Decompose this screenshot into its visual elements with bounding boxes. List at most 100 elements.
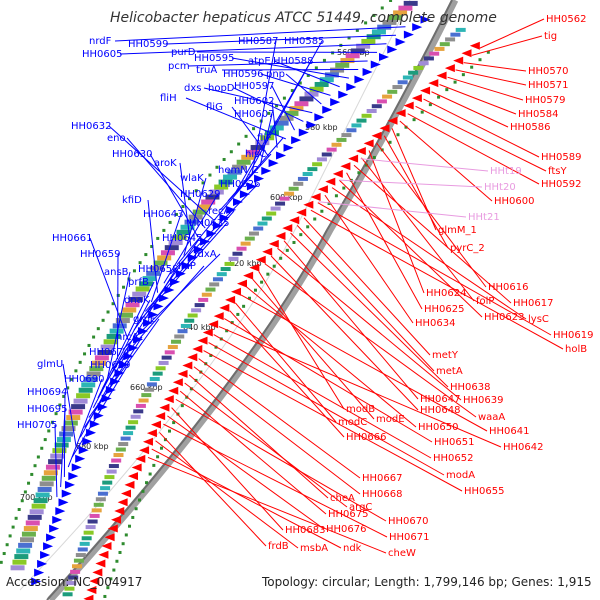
reverse-gene-label[interactable]: modA: [446, 470, 475, 481]
forward-gene-label[interactable]: HH0599: [128, 39, 169, 50]
forward-gene-label[interactable]: HH0588: [273, 56, 314, 67]
forward-gene-label[interactable]: hisC: [245, 149, 266, 160]
forward-gene-label[interactable]: nrdF: [89, 36, 112, 47]
forward-gene-label[interactable]: HH0694: [27, 387, 68, 398]
reverse-gene-label[interactable]: HH0667: [362, 473, 403, 484]
reverse-gene-label[interactable]: modE: [376, 414, 405, 425]
forward-gene-label[interactable]: HH0635: [189, 218, 230, 229]
reverse-gene-label[interactable]: HH0589: [541, 152, 582, 163]
forward-gene-label[interactable]: HH0605: [82, 49, 123, 60]
reverse-gene-label[interactable]: HH0579: [525, 95, 566, 106]
forward-gene-label[interactable]: HH0643: [143, 209, 184, 220]
reverse-gene-label[interactable]: HH0651: [434, 437, 475, 448]
forward-gene-label[interactable]: HH0645: [162, 233, 203, 244]
reverse-gene-label[interactable]: HH0624: [426, 288, 467, 299]
reverse-gene-label[interactable]: cheW: [388, 548, 416, 559]
rna-gene-label[interactable]: HHt19: [490, 166, 522, 177]
forward-gene-label[interactable]: ansB: [104, 267, 129, 278]
reverse-gene-label[interactable]: HH0625: [424, 304, 465, 315]
reverse-gene-label[interactable]: pyrC_2: [450, 243, 485, 254]
reverse-gene-label[interactable]: HH0639: [463, 395, 504, 406]
reverse-gene-label[interactable]: HH0652: [433, 453, 474, 464]
forward-gene-label[interactable]: HH0629: [180, 189, 221, 200]
forward-gene-label[interactable]: purD: [171, 47, 196, 58]
reverse-gene-label[interactable]: msbA: [300, 543, 328, 554]
reverse-gene-label[interactable]: folP: [476, 296, 494, 307]
reverse-gene-label[interactable]: HH0675: [328, 509, 369, 520]
forward-gene-label[interactable]: dxs: [184, 83, 201, 94]
reverse-gene-label[interactable]: waaA: [478, 412, 505, 423]
forward-gene-label[interactable]: aroK: [154, 158, 177, 169]
forward-gene-label[interactable]: HH0630: [112, 149, 153, 160]
reverse-gene-label[interactable]: HH0619: [553, 330, 594, 341]
forward-gene-label[interactable]: lldP: [178, 261, 196, 272]
forward-gene-label[interactable]: grpE: [133, 314, 156, 325]
reverse-gene-label[interactable]: HH0650: [418, 422, 459, 433]
forward-gene-label[interactable]: HH0659: [80, 249, 121, 260]
forward-gene-label[interactable]: HH0661: [52, 233, 93, 244]
forward-gene-label[interactable]: recA: [208, 206, 231, 217]
forward-gene-label[interactable]: fdxA: [194, 249, 217, 260]
reverse-gene-label[interactable]: ftsY: [548, 166, 567, 177]
forward-gene-label[interactable]: HH0632: [71, 121, 112, 132]
forward-gene-label[interactable]: HH0602: [234, 96, 275, 107]
reverse-gene-label[interactable]: cheA: [330, 493, 355, 504]
forward-gene-label[interactable]: truA: [196, 65, 217, 76]
reverse-gene-label[interactable]: HH0642: [503, 442, 544, 453]
forward-gene-label[interactable]: HH0585: [284, 36, 325, 47]
reverse-gene-label[interactable]: lysC: [528, 314, 549, 325]
rna-gene-label[interactable]: HHt21: [468, 212, 500, 223]
reverse-gene-label[interactable]: HH0617: [513, 298, 554, 309]
reverse-gene-label[interactable]: HH0655: [464, 486, 505, 497]
forward-gene-label[interactable]: fliF: [257, 133, 272, 144]
reverse-gene-label[interactable]: HH0641: [489, 426, 530, 437]
forward-gene-label[interactable]: dnaK: [124, 295, 150, 306]
reverse-gene-label[interactable]: frdB: [268, 541, 289, 552]
forward-gene-label[interactable]: HH0689: [90, 360, 131, 371]
reverse-gene-label[interactable]: HH0634: [415, 318, 456, 329]
reverse-gene-label[interactable]: HH0600: [494, 196, 535, 207]
forward-gene-label[interactable]: kfiD: [122, 195, 142, 206]
forward-gene-label[interactable]: fliH: [160, 93, 177, 104]
forward-gene-label[interactable]: HH0626: [220, 179, 261, 190]
forward-gene-label[interactable]: HH0705: [17, 420, 58, 431]
forward-gene-label[interactable]: HH0690: [64, 374, 105, 385]
reverse-gene-label[interactable]: holB: [565, 344, 587, 355]
reverse-gene-label[interactable]: HH0670: [388, 516, 429, 527]
reverse-gene-label[interactable]: metA: [436, 366, 463, 377]
reverse-gene-label[interactable]: tig: [544, 31, 557, 42]
forward-gene-label[interactable]: HH0695: [27, 404, 68, 415]
forward-gene-label[interactable]: glmU: [37, 359, 63, 370]
reverse-gene-label[interactable]: HH0647: [420, 394, 461, 405]
forward-gene-label[interactable]: pcm: [168, 61, 190, 72]
forward-gene-label[interactable]: HH0658: [138, 264, 179, 275]
forward-gene-label[interactable]: pnp: [266, 69, 285, 80]
reverse-gene-label[interactable]: HH0668: [362, 489, 403, 500]
forward-gene-label[interactable]: HH0596: [223, 69, 264, 80]
reverse-gene-label[interactable]: HH0676: [326, 524, 367, 535]
reverse-gene-label[interactable]: HH0592: [541, 179, 582, 190]
forward-gene-label[interactable]: hrcA: [116, 332, 139, 343]
forward-gene-label[interactable]: HH0597: [234, 81, 275, 92]
reverse-gene-label[interactable]: argC: [349, 502, 372, 513]
forward-gene-label[interactable]: eno: [107, 133, 126, 144]
forward-gene-label[interactable]: HH0607: [234, 109, 275, 120]
reverse-gene-label[interactable]: HH0571: [528, 80, 569, 91]
reverse-gene-label[interactable]: modC: [338, 417, 367, 428]
forward-gene-label[interactable]: hemN_2: [218, 165, 259, 176]
reverse-gene-label[interactable]: HH0584: [518, 109, 559, 120]
reverse-gene-label[interactable]: HH0586: [510, 122, 551, 133]
forward-gene-label[interactable]: fliG: [206, 102, 223, 113]
forward-gene-label[interactable]: hopD: [208, 83, 235, 94]
reverse-gene-label[interactable]: HH0570: [528, 66, 569, 77]
forward-gene-label[interactable]: HH0595: [194, 53, 235, 64]
reverse-gene-label[interactable]: HH0562: [546, 14, 587, 25]
reverse-gene-label[interactable]: metY: [432, 350, 459, 361]
reverse-gene-label[interactable]: HH0616: [488, 282, 529, 293]
forward-gene-label[interactable]: prfB: [128, 277, 149, 288]
reverse-gene-label[interactable]: HH0683: [285, 525, 326, 536]
forward-gene-label[interactable]: atpE: [248, 56, 271, 67]
reverse-gene-label[interactable]: HH0671: [389, 532, 430, 543]
reverse-gene-label[interactable]: HH0638: [450, 382, 491, 393]
reverse-gene-label[interactable]: glmM_1: [438, 225, 477, 236]
